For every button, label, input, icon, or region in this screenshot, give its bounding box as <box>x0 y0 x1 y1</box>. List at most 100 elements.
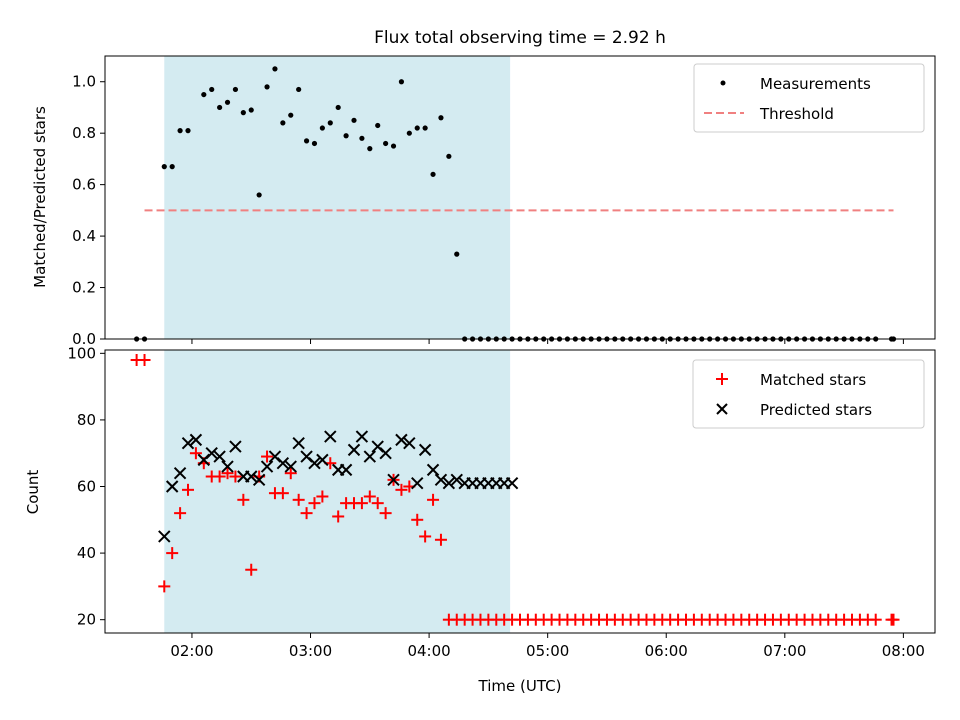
measurement-point <box>319 125 325 131</box>
xtick-label: 05:00 <box>526 642 569 660</box>
measurement-point <box>288 112 294 118</box>
measurement-point <box>209 86 215 93</box>
predicted-star-point <box>229 440 242 453</box>
matched-star-point <box>261 450 274 463</box>
legend-measurements-label: Measurements <box>760 75 871 93</box>
matched-star-point <box>138 353 151 366</box>
measurement-point <box>422 125 428 131</box>
predicted-star-point <box>252 473 266 487</box>
matched-star-point <box>174 507 187 520</box>
measurement-point <box>201 91 207 98</box>
measurement-point <box>414 125 420 131</box>
predicted-star-point <box>245 470 258 483</box>
matched-star-point <box>276 487 289 500</box>
matched-star-point <box>221 467 234 480</box>
matched-star-point <box>292 493 305 506</box>
measurement-point <box>398 79 405 85</box>
measurement-point <box>430 171 436 177</box>
ytick-label: 0.0 <box>72 330 96 348</box>
measurement-point <box>327 120 333 126</box>
matched-star-point <box>355 497 368 510</box>
matched-star-point <box>245 563 258 576</box>
matched-star-point <box>229 470 242 483</box>
legend-threshold-label: Threshold <box>759 105 834 123</box>
legend-measurements-marker <box>720 80 726 86</box>
predicted-star-point <box>418 443 432 457</box>
predicted-star-point <box>165 480 179 493</box>
measurement-point <box>177 128 183 134</box>
measurement-point <box>438 115 444 121</box>
count-panel-legend: Matched stars Predicted stars <box>692 359 925 429</box>
matched-star-point <box>427 493 440 506</box>
predicted-star-point <box>434 473 448 487</box>
predicted-star-point <box>355 430 369 443</box>
predicted-star-point <box>308 456 321 470</box>
matched-star-point <box>189 447 202 460</box>
measurement-point <box>375 122 381 129</box>
predicted-star-point <box>221 460 234 473</box>
ytick-label: 80 <box>77 411 96 429</box>
matched-star-point <box>182 483 194 496</box>
measurement-point <box>335 104 341 111</box>
ratio-panel-ticks: 0.0 0.2 0.4 0.6 0.8 1.0 <box>72 73 904 348</box>
measurement-point <box>383 140 389 147</box>
xtick-label: 02:00 <box>170 642 213 660</box>
measurement-point <box>248 107 254 113</box>
measurement-point <box>264 84 270 90</box>
measurement-point <box>343 133 349 139</box>
ytick-label: 20 <box>77 611 96 629</box>
predicted-star-point <box>339 463 353 477</box>
legend-predicted-marker <box>716 403 728 415</box>
ratio-panel-shaded-span <box>164 56 511 339</box>
predicted-star-point <box>347 443 361 457</box>
predicted-star-point <box>316 453 329 467</box>
measurement-point <box>185 128 191 134</box>
matched-star-point <box>237 493 250 506</box>
matched-star-point <box>332 510 345 523</box>
measurement-point <box>390 143 397 149</box>
predicted-star-point <box>442 476 456 490</box>
matched-star-point <box>316 490 329 503</box>
measurement-point <box>256 192 262 198</box>
legend-predicted-label: Predicted stars <box>760 401 872 419</box>
measurement-point <box>240 110 246 116</box>
ytick-label: 100 <box>67 344 96 362</box>
predicted-star-point <box>387 473 400 487</box>
matched-star-point <box>411 513 424 526</box>
predicted-star-point <box>213 450 226 463</box>
matched-star-point <box>308 497 321 510</box>
matched-star-point <box>419 530 432 543</box>
measurement-point <box>232 86 239 93</box>
predicted-star-point <box>324 430 337 443</box>
matched-star-point <box>887 613 900 626</box>
measurement-point <box>169 164 175 170</box>
matched-star-point <box>300 507 313 520</box>
predicted-star-point <box>181 437 195 450</box>
matched-star-point <box>434 533 447 546</box>
measurement-point <box>161 164 167 170</box>
count-panel-marks <box>130 353 900 626</box>
predicted-star-point <box>505 476 519 490</box>
legend-box <box>693 63 925 133</box>
measurement-point <box>224 99 231 105</box>
predicted-star-point <box>260 460 274 473</box>
measurement-point <box>280 120 286 126</box>
ytick-label: 0.4 <box>72 227 96 245</box>
measurement-point <box>406 130 412 136</box>
ratio-panel-legend: Measurements Threshold <box>693 63 925 133</box>
matched-star-point <box>395 483 408 496</box>
measurement-point <box>351 117 357 123</box>
ratio-panel: 0.0 0.2 0.4 0.6 0.8 1.0 Matched/Predicted sta… <box>31 55 936 348</box>
measurement-point <box>359 135 365 141</box>
predicted-star-point <box>379 447 392 460</box>
measurement-point <box>303 138 310 144</box>
measurement-point <box>446 153 452 159</box>
predicted-star-point <box>363 450 377 463</box>
count-panel-shaded-span <box>164 350 511 633</box>
measurement-point <box>454 251 460 257</box>
matched-star-point <box>371 497 384 510</box>
matched-star-point <box>166 547 179 560</box>
legend-box <box>692 359 925 429</box>
measurement-point <box>217 104 223 111</box>
predicted-star-point <box>403 437 416 450</box>
